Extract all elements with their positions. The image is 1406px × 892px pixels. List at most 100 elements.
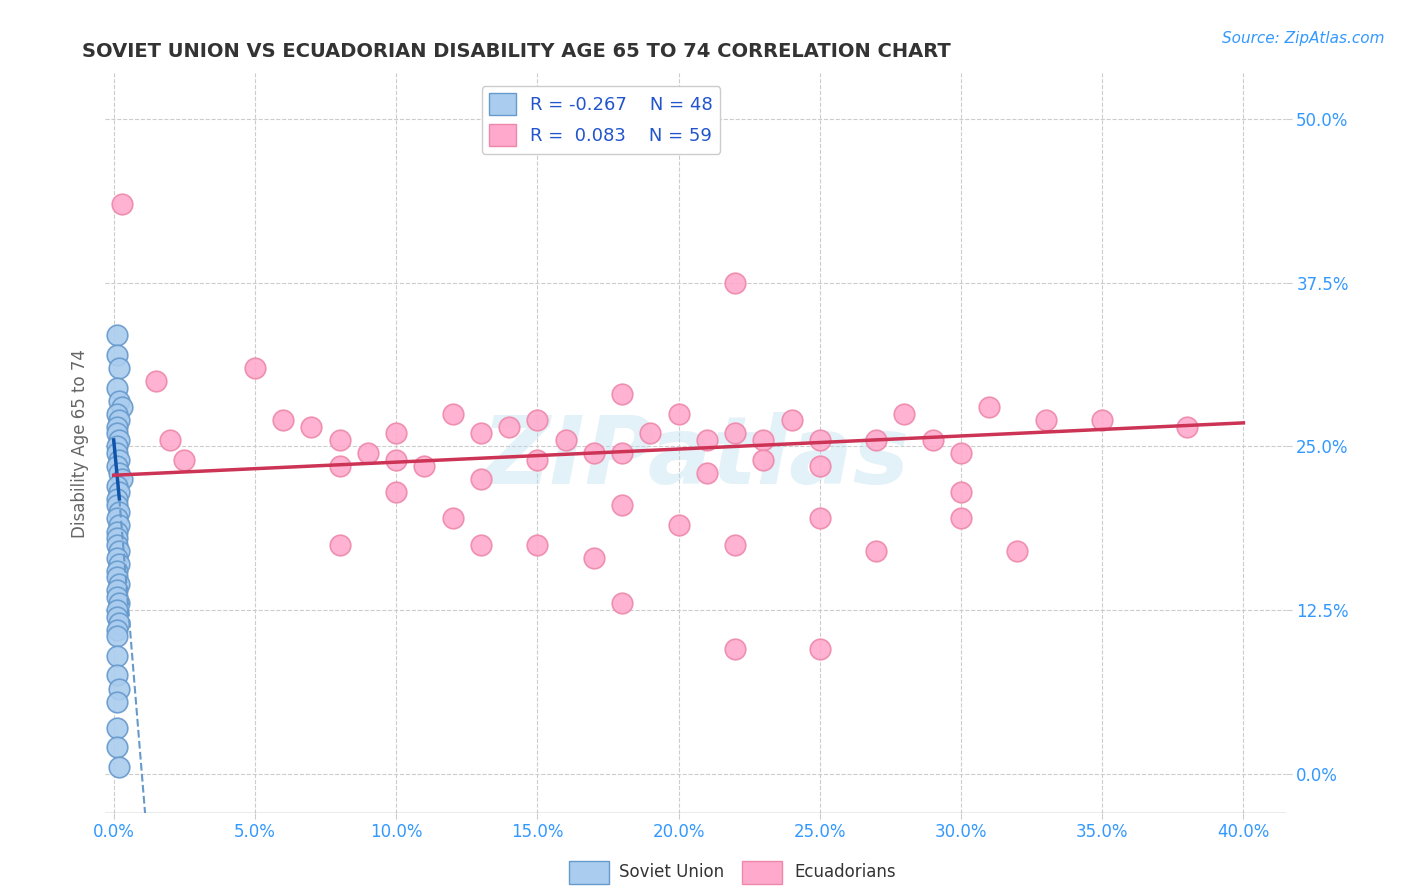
- Point: [949, 485, 972, 500]
- Point: [893, 407, 915, 421]
- Point: [470, 426, 492, 441]
- Point: [470, 472, 492, 486]
- Point: [108, 597, 131, 611]
- Point: [105, 446, 128, 460]
- Point: [105, 479, 128, 493]
- Point: [108, 616, 131, 631]
- Point: [105, 648, 128, 663]
- Point: [173, 452, 195, 467]
- Point: [105, 590, 128, 604]
- Point: [105, 380, 128, 394]
- Point: [105, 524, 128, 539]
- Point: [105, 439, 128, 453]
- Point: [329, 433, 352, 447]
- Point: [105, 348, 128, 362]
- Point: [780, 413, 803, 427]
- Point: [526, 452, 548, 467]
- Point: [752, 433, 775, 447]
- Point: [1091, 413, 1114, 427]
- Point: [105, 328, 128, 343]
- Point: [413, 458, 436, 473]
- Point: [105, 570, 128, 584]
- Point: [105, 695, 128, 709]
- Point: [108, 760, 131, 774]
- Point: [105, 629, 128, 643]
- Point: [696, 433, 718, 447]
- Point: [668, 518, 690, 533]
- Point: [1035, 413, 1057, 427]
- Legend: R = -0.267    N = 48, R =  0.083    N = 59: R = -0.267 N = 48, R = 0.083 N = 59: [482, 87, 720, 153]
- Point: [668, 407, 690, 421]
- Point: [108, 577, 131, 591]
- Point: [498, 419, 520, 434]
- Point: [1007, 544, 1029, 558]
- Point: [441, 511, 464, 525]
- Point: [105, 511, 128, 525]
- Text: ZIPatlas: ZIPatlas: [481, 412, 910, 504]
- Point: [808, 458, 831, 473]
- Point: [441, 407, 464, 421]
- Point: [865, 544, 887, 558]
- Point: [108, 518, 131, 533]
- Point: [610, 499, 633, 513]
- Point: [108, 466, 131, 480]
- Point: [108, 433, 131, 447]
- Point: [554, 433, 576, 447]
- Point: [526, 413, 548, 427]
- Text: Source: ZipAtlas.com: Source: ZipAtlas.com: [1222, 31, 1385, 46]
- Point: [808, 642, 831, 657]
- Point: [696, 466, 718, 480]
- Point: [329, 538, 352, 552]
- Point: [640, 426, 662, 441]
- Text: SOVIET UNION VS ECUADORIAN DISABILITY AGE 65 TO 74 CORRELATION CHART: SOVIET UNION VS ECUADORIAN DISABILITY AG…: [82, 42, 950, 61]
- Point: [111, 400, 134, 414]
- Point: [808, 511, 831, 525]
- Point: [1175, 419, 1198, 434]
- Point: [610, 597, 633, 611]
- Point: [108, 360, 131, 375]
- Point: [159, 433, 181, 447]
- Y-axis label: Disability Age 65 to 74: Disability Age 65 to 74: [72, 349, 89, 538]
- Point: [105, 609, 128, 624]
- Point: [105, 623, 128, 637]
- Point: [865, 433, 887, 447]
- Point: [105, 603, 128, 617]
- Point: [108, 681, 131, 696]
- Point: [105, 531, 128, 545]
- Point: [105, 426, 128, 441]
- Point: [108, 485, 131, 500]
- Point: [724, 538, 747, 552]
- Point: [105, 419, 128, 434]
- Point: [108, 558, 131, 572]
- Point: [108, 505, 131, 519]
- Point: [145, 374, 167, 388]
- Point: [724, 426, 747, 441]
- Point: [582, 446, 605, 460]
- Point: [385, 485, 408, 500]
- Point: [105, 491, 128, 506]
- Point: [385, 452, 408, 467]
- Point: [105, 740, 128, 755]
- Point: [526, 538, 548, 552]
- Point: [752, 452, 775, 467]
- Point: [105, 458, 128, 473]
- Point: [243, 360, 266, 375]
- Point: [949, 446, 972, 460]
- Text: Ecuadorians: Ecuadorians: [794, 863, 896, 881]
- Point: [329, 458, 352, 473]
- Point: [108, 393, 131, 408]
- Point: [111, 197, 134, 211]
- Point: [108, 413, 131, 427]
- Point: [105, 550, 128, 565]
- Point: [299, 419, 322, 434]
- Point: [271, 413, 294, 427]
- Point: [105, 538, 128, 552]
- Point: [108, 544, 131, 558]
- Point: [921, 433, 943, 447]
- Point: [105, 583, 128, 598]
- Text: Soviet Union: Soviet Union: [619, 863, 724, 881]
- Point: [108, 452, 131, 467]
- Point: [105, 564, 128, 578]
- Point: [105, 721, 128, 735]
- Point: [105, 668, 128, 682]
